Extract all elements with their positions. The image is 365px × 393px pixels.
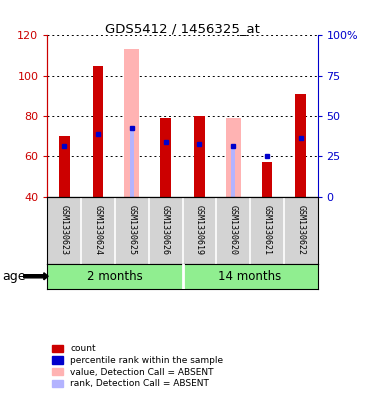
Text: 14 months: 14 months (218, 270, 282, 283)
Text: GSM1330624: GSM1330624 (93, 205, 103, 255)
Text: GSM1330621: GSM1330621 (262, 205, 272, 255)
Bar (124, 50, 139, 196)
Text: GSM1330622: GSM1330622 (296, 205, 305, 255)
Bar (160, 118, 171, 196)
Bar (59, 136, 70, 196)
Legend: count, percentile rank within the sample, value, Detection Call = ABSENT, rank, : count, percentile rank within the sample… (52, 344, 223, 389)
Bar (231, 146, 235, 196)
Text: GSM1330619: GSM1330619 (195, 205, 204, 255)
Text: age: age (2, 270, 25, 283)
Text: GDS5412 / 1456325_at: GDS5412 / 1456325_at (105, 22, 260, 35)
Bar (93, 66, 104, 196)
Text: GSM1330620: GSM1330620 (228, 205, 238, 255)
Bar (226, 118, 241, 196)
Text: GSM1330623: GSM1330623 (60, 205, 69, 255)
Bar (295, 94, 306, 196)
Bar (194, 116, 205, 196)
Bar (261, 162, 272, 196)
Text: GSM1330626: GSM1330626 (161, 205, 170, 255)
Text: GSM1330625: GSM1330625 (127, 205, 137, 255)
Bar (130, 128, 134, 196)
Text: 2 months: 2 months (87, 270, 143, 283)
